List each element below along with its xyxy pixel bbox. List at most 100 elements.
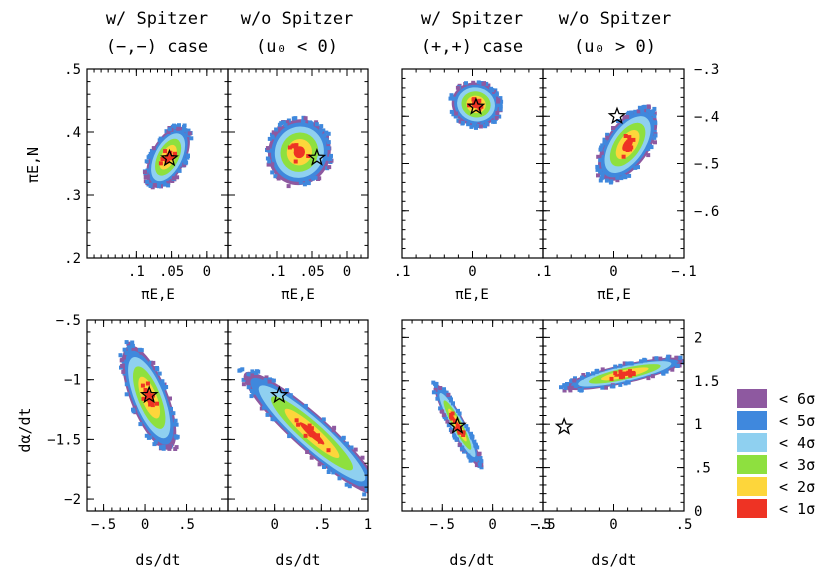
header-2-line-2: (u₀ < 0) <box>256 37 338 57</box>
panels: .1.05 0.2.3.4.5.1.05 0.1 0.1 0 −.1−.3−.4−.5−.… <box>47 62 719 533</box>
edge-pixel <box>619 176 624 181</box>
edge-pixel <box>649 145 654 150</box>
edge-pixel <box>652 106 657 111</box>
edge-pixel <box>176 126 181 131</box>
legend-swatch <box>737 455 767 474</box>
y-tick-label: 0 <box>694 504 702 520</box>
edge-pixel <box>570 378 575 383</box>
core-pixel <box>293 159 298 164</box>
x-axis-label-pi-ee-2: πE,E <box>281 287 315 303</box>
edge-pixel <box>153 439 158 444</box>
core-pixel <box>618 369 623 374</box>
contour-cloud <box>431 380 484 470</box>
edge-pixel <box>273 174 278 179</box>
edge-pixel <box>376 490 380 494</box>
edge-pixel <box>595 164 600 169</box>
legend-entry: < 4σ <box>737 433 815 452</box>
edge-pixel <box>448 96 453 101</box>
edge-pixel <box>271 130 276 135</box>
edge-pixel <box>321 128 326 133</box>
y-tick-label: −1 <box>64 373 81 389</box>
y-tick-label: .2 <box>64 251 81 267</box>
edge-pixel <box>318 128 323 133</box>
edge-pixel <box>599 145 604 150</box>
core-pixel <box>297 150 302 155</box>
edge-pixel <box>168 396 172 401</box>
core-pixel <box>619 374 624 379</box>
edge-pixel <box>246 372 251 377</box>
edge-pixel <box>189 136 194 141</box>
core-pixel <box>455 423 460 428</box>
edge-pixel <box>325 156 330 161</box>
edge-pixel <box>277 126 282 131</box>
edge-pixel <box>162 182 167 187</box>
core-pixel <box>476 99 481 104</box>
edge-pixel <box>183 157 187 162</box>
edge-pixel <box>187 131 192 136</box>
edge-pixel <box>147 154 152 158</box>
x-tick-label: .05 <box>299 264 324 280</box>
edge-pixel <box>267 379 272 384</box>
edge-pixel <box>157 138 162 143</box>
edge-pixel <box>591 371 595 376</box>
edge-pixel <box>145 174 150 179</box>
edge-pixel <box>272 417 277 422</box>
edge-pixel <box>642 104 647 109</box>
core-pixel <box>167 153 172 158</box>
edge-pixel <box>266 162 271 167</box>
edge-pixel <box>175 434 180 439</box>
edge-pixel <box>622 115 627 120</box>
core-pixel <box>141 396 146 401</box>
edge-pixel <box>682 360 684 365</box>
edge-pixel <box>349 445 354 450</box>
core-pixel <box>622 371 627 376</box>
edge-pixel <box>172 422 177 427</box>
edge-pixel <box>303 403 308 408</box>
core-pixel <box>621 154 626 159</box>
best-fit-star-marker <box>160 148 179 167</box>
legend-entry: < 3σ <box>737 455 815 474</box>
edge-pixel <box>327 165 332 170</box>
edge-pixel <box>369 469 373 473</box>
edge-pixel <box>563 385 568 390</box>
edge-pixel <box>605 135 610 140</box>
legend-label: < 4σ <box>779 434 815 452</box>
edge-pixel <box>265 412 270 417</box>
edge-pixel <box>479 459 484 464</box>
core-pixel <box>158 161 163 166</box>
header-1-line-2: (−,−) case <box>106 37 208 57</box>
best-fit-star-marker <box>466 96 486 115</box>
edge-pixel <box>685 360 689 364</box>
edge-pixel <box>124 392 129 397</box>
edge-pixel <box>265 146 270 151</box>
edge-pixel <box>484 81 489 86</box>
y-tick-label: −.3 <box>694 62 719 78</box>
core-pixel <box>450 411 455 416</box>
panel-bottom-2: 0.5 1 <box>227 319 380 533</box>
edge-pixel <box>347 484 352 489</box>
core-pixel <box>165 159 170 164</box>
edge-pixel <box>152 183 157 187</box>
x-tick-label: .05 <box>159 264 184 280</box>
core-pixel <box>299 148 303 152</box>
core-pixel <box>471 97 476 102</box>
edge-pixel <box>640 108 645 113</box>
edge-pixel <box>130 343 135 348</box>
edge-pixel <box>598 171 603 176</box>
panel-top-1: .1 .05 0 .2 .3 .4 .5 <box>64 62 229 280</box>
edge-pixel <box>475 445 480 450</box>
header-3-line-2: (+,+) case <box>421 37 523 57</box>
edge-pixel <box>143 170 147 175</box>
x-axis-label-ds-dt-1: ds/dt <box>135 551 180 569</box>
edge-pixel <box>337 476 342 481</box>
core-pixel <box>163 149 168 154</box>
edge-pixel <box>324 130 329 135</box>
edge-pixel <box>183 128 188 133</box>
edge-pixel <box>562 388 567 393</box>
core-pixel <box>461 433 466 437</box>
y-tick-label: −.6 <box>694 204 719 220</box>
edge-pixel <box>472 123 477 128</box>
panel-frame <box>542 319 685 512</box>
edge-pixel <box>155 366 159 370</box>
edge-pixel <box>259 406 264 411</box>
